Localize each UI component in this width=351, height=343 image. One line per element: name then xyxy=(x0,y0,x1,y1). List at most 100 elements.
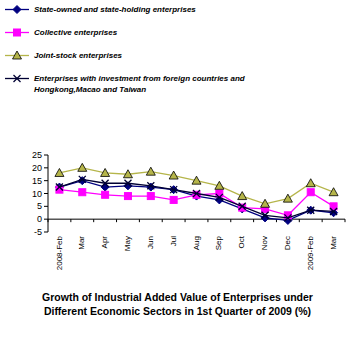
x-tick xyxy=(230,219,231,222)
point xyxy=(79,176,86,183)
point xyxy=(170,186,177,193)
x-tick xyxy=(162,219,163,222)
y-tick-label: 20 xyxy=(32,163,42,173)
y-tick-label: 15 xyxy=(32,176,42,186)
y-tick xyxy=(44,193,48,194)
plot-data xyxy=(55,163,338,224)
y-tick-label: 25 xyxy=(32,150,42,160)
legend-swatch xyxy=(4,73,30,84)
point xyxy=(169,171,178,179)
legend-marker xyxy=(13,6,21,14)
x-tick xyxy=(93,219,94,222)
x-tick xyxy=(139,219,140,222)
point xyxy=(330,208,337,215)
point xyxy=(239,203,246,210)
x-tick-label: 2008-Feb xyxy=(55,235,64,270)
point xyxy=(329,188,338,196)
x-tick-label: Jun xyxy=(146,236,155,249)
legend-marker xyxy=(13,51,22,59)
point xyxy=(215,181,224,189)
x-tick-label: Mar xyxy=(77,236,86,250)
x-tick-label: Jul xyxy=(169,236,178,246)
x-tick-label: Mar xyxy=(329,236,338,250)
x-tick xyxy=(299,219,300,222)
x-tick-label: Aug xyxy=(192,236,201,250)
y-tick-label: -5 xyxy=(34,227,42,237)
point xyxy=(101,183,109,191)
legend: State-owned and state-holding enterprise… xyxy=(4,4,304,107)
x-axis xyxy=(48,219,345,220)
point xyxy=(123,170,132,178)
legend-swatch xyxy=(4,4,30,15)
x-tick xyxy=(322,219,323,222)
y-tick-label: 0 xyxy=(37,214,42,224)
y-tick-label: 10 xyxy=(32,189,42,199)
x-tick xyxy=(345,219,346,222)
point xyxy=(238,192,247,200)
legend-label: Joint-stock enterprises xyxy=(34,50,284,61)
point xyxy=(146,167,155,175)
point xyxy=(102,180,109,187)
series-line xyxy=(59,181,333,221)
x-tick-label: May xyxy=(123,236,132,251)
y-tick xyxy=(44,232,48,233)
caption: Growth of Industrial Added Value of Ente… xyxy=(20,290,335,318)
point xyxy=(79,189,86,196)
x-tick xyxy=(48,219,49,222)
legend-marker xyxy=(14,29,21,36)
legend-item: Collective enterprises xyxy=(4,27,304,38)
point xyxy=(193,191,200,198)
point xyxy=(56,184,63,191)
point xyxy=(102,191,109,198)
point xyxy=(101,168,110,176)
point xyxy=(124,193,131,200)
point xyxy=(216,190,223,197)
x-tick xyxy=(185,219,186,222)
y-tick xyxy=(44,155,48,156)
point xyxy=(147,193,154,200)
x-tick-label: 2009-Feb xyxy=(306,235,315,270)
point xyxy=(284,214,291,221)
series-line xyxy=(59,168,333,204)
x-tick-label: Dec xyxy=(283,236,292,250)
y-tick xyxy=(44,180,48,181)
series-line xyxy=(59,179,333,218)
point xyxy=(262,212,269,219)
x-tick xyxy=(253,219,254,222)
point xyxy=(306,179,315,187)
series-line xyxy=(59,190,333,216)
point xyxy=(307,189,314,196)
x-tick-label: Apr xyxy=(100,236,109,249)
legend-item: Joint-stock enterprises xyxy=(4,50,304,61)
point xyxy=(147,183,155,191)
point xyxy=(55,168,64,176)
legend-item: Enterprises with investment from foreign… xyxy=(4,73,304,95)
y-tick xyxy=(44,206,48,207)
point xyxy=(170,196,177,203)
y-tick xyxy=(44,167,48,168)
point xyxy=(78,163,87,171)
x-tick xyxy=(70,219,71,222)
x-tick xyxy=(116,219,117,222)
point xyxy=(216,194,223,201)
point xyxy=(124,180,131,187)
point xyxy=(147,182,154,189)
legend-label: Collective enterprises xyxy=(34,27,284,38)
point xyxy=(283,194,292,202)
legend-label: State-owned and state-holding enterprise… xyxy=(34,4,284,15)
point xyxy=(193,190,200,197)
y-tick-label: 5 xyxy=(37,201,42,211)
x-tick-label: Sep xyxy=(214,235,223,250)
point xyxy=(307,207,314,214)
x-tick-label: Oct xyxy=(237,235,246,248)
point xyxy=(192,176,201,184)
x-tick-label: Nov xyxy=(260,236,269,250)
legend-swatch xyxy=(4,50,30,61)
legend-swatch xyxy=(4,27,30,38)
legend-marker xyxy=(14,75,21,82)
point xyxy=(261,199,270,207)
y-tick xyxy=(44,219,48,220)
x-tick xyxy=(207,219,208,222)
legend-item: State-owned and state-holding enterprise… xyxy=(4,4,304,15)
legend-label: Enterprises with investment from foreign… xyxy=(34,73,284,95)
